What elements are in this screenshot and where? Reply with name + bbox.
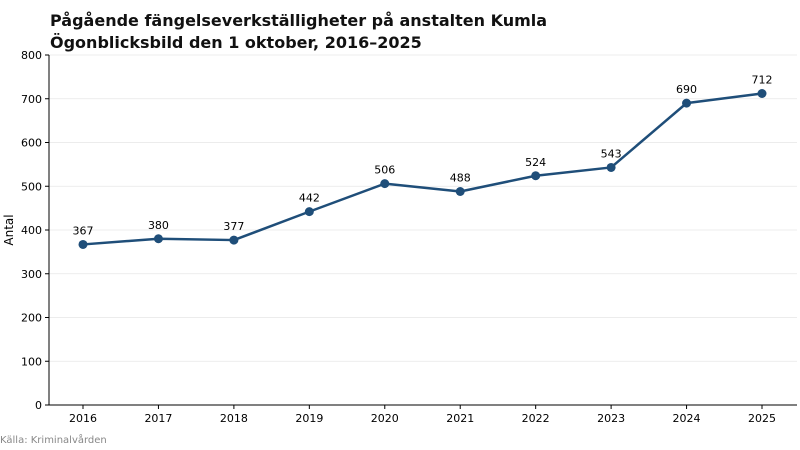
data-point (380, 179, 390, 189)
x-tick-label: 2022 (522, 412, 550, 425)
data-point (606, 162, 616, 172)
data-point (682, 98, 692, 108)
y-tick-label: 700 (21, 93, 42, 106)
gridlines (49, 54, 797, 362)
x-tick-label: 2016 (69, 412, 97, 425)
data-label: 524 (525, 156, 546, 169)
data-label: 690 (676, 83, 697, 96)
x-tick-label: 2018 (220, 412, 248, 425)
x-tick-label: 2023 (597, 412, 625, 425)
x-tick-label: 2024 (673, 412, 701, 425)
data-point (153, 234, 163, 244)
source-note: Källa: Kriminalvården (0, 435, 107, 446)
y-tick-label: 0 (35, 399, 42, 412)
y-tick-label: 400 (21, 224, 42, 237)
data-point (78, 239, 88, 249)
y-tick-label: 300 (21, 268, 42, 281)
chart-subtitle: Ögonblicksbild den 1 oktober, 2016–2025 (50, 33, 422, 52)
chart-title: Pågående fängelseverkställigheter på ans… (50, 11, 548, 30)
data-label: 712 (752, 74, 773, 87)
x-tick-label: 2019 (295, 412, 323, 425)
data-point (757, 89, 767, 98)
series-line-group: 367 380 377 442 506 488 524 543 690 712 (73, 74, 773, 249)
data-label: 506 (374, 164, 395, 177)
y-axis-label: Antal (2, 214, 16, 245)
series-line (82, 92, 763, 246)
x-tick-label: 2020 (371, 412, 399, 425)
data-label: 367 (73, 224, 94, 237)
data-label: 380 (148, 219, 169, 232)
data-point (229, 235, 239, 245)
y-tick-label: 600 (21, 137, 42, 150)
x-tick-label: 2025 (748, 412, 776, 425)
data-point (455, 187, 465, 196)
data-label: 377 (223, 220, 244, 233)
y-tick-label: 200 (21, 312, 42, 325)
y-tick-label: 100 (21, 355, 42, 368)
x-tick-label: 2021 (446, 412, 474, 425)
data-label: 488 (450, 172, 471, 185)
data-point (304, 207, 314, 217)
data-label: 442 (299, 192, 320, 205)
axes: 0 100 200 300 400 500 600 700 800 2016 2017 2018 201… (21, 49, 797, 425)
x-tick-label: 2017 (144, 412, 172, 425)
y-tick-label: 500 (21, 180, 42, 193)
data-label: 543 (601, 147, 622, 160)
y-tick-label: 800 (21, 49, 42, 62)
data-point (531, 171, 541, 181)
